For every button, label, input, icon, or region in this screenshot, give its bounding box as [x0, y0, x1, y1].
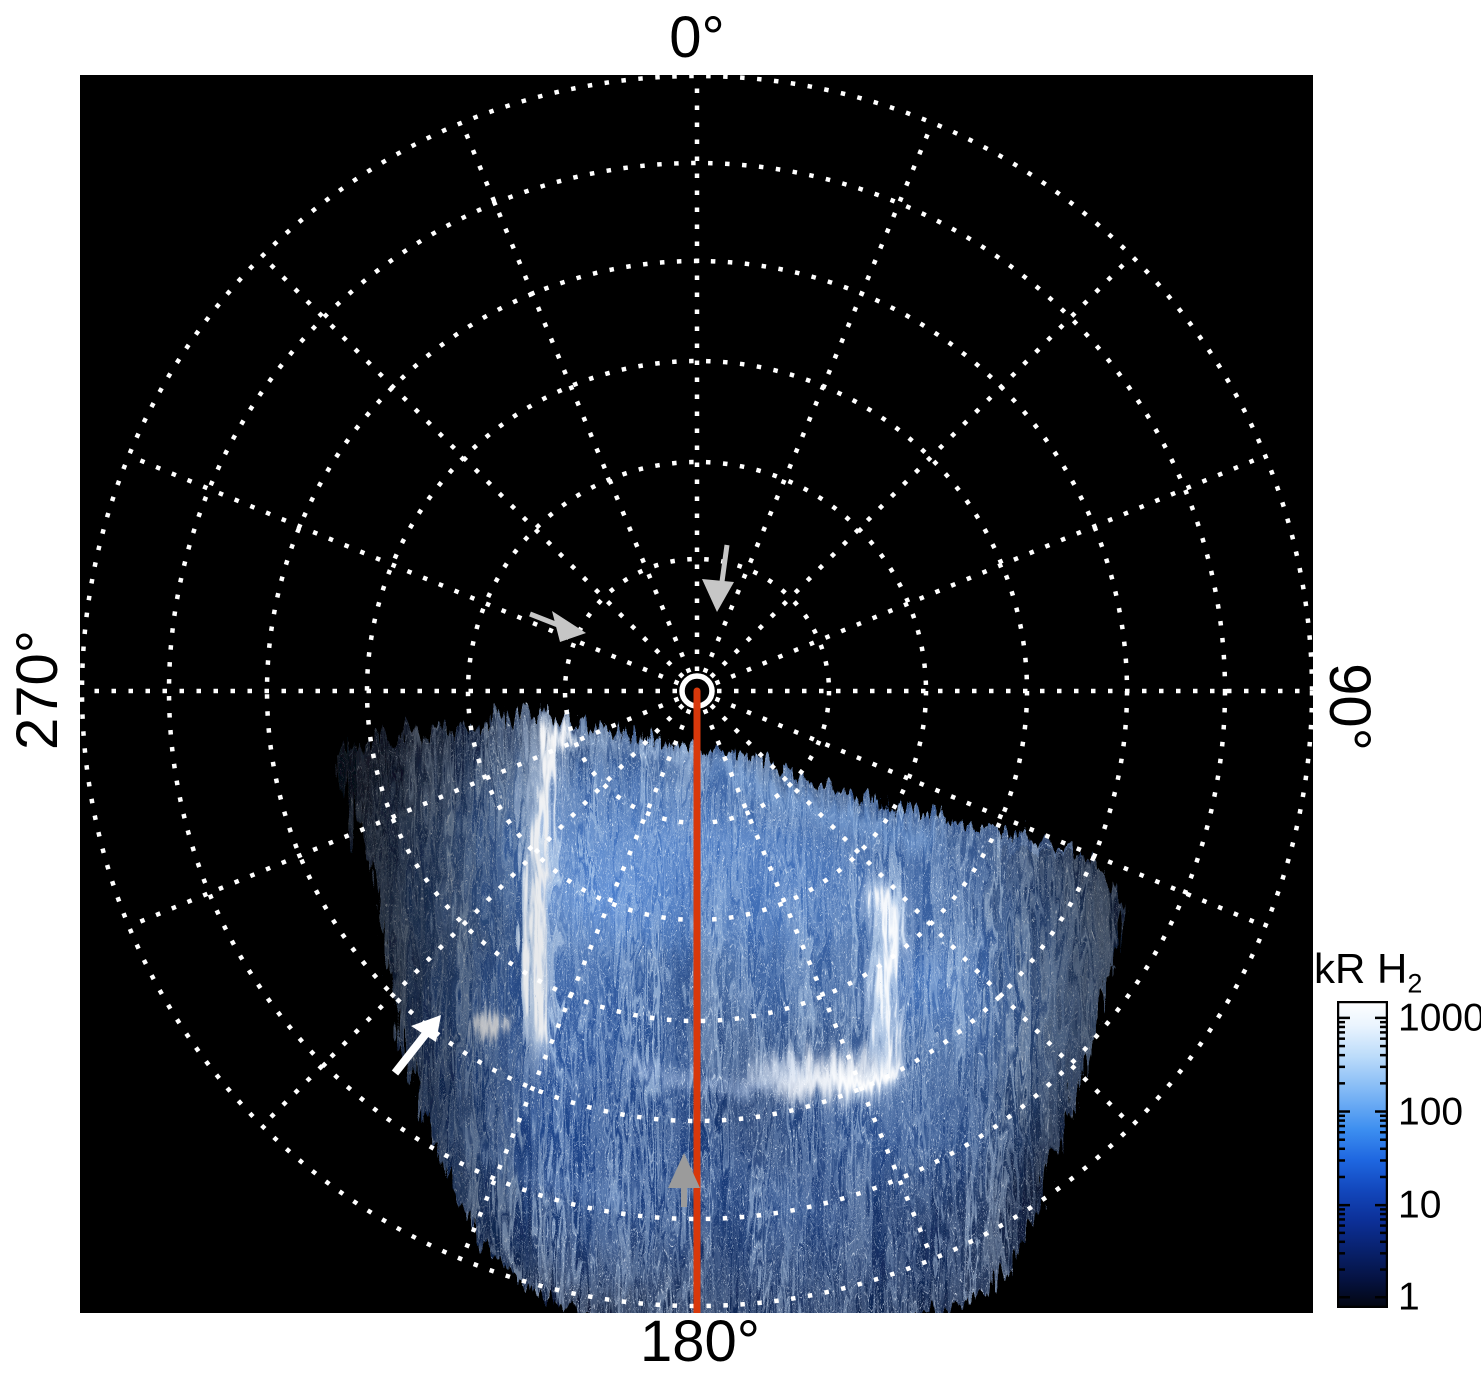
colorbar-tick-label-1: 1 [1398, 1275, 1420, 1319]
colorbar-tick-marks [1337, 1016, 1388, 1299]
annotation-arrows [391, 544, 734, 1207]
colorbar-tick-label-1000: 1000 [1398, 996, 1481, 1040]
angle-label-270: 270° [5, 630, 70, 750]
colorbar-title: kR H2 [1314, 945, 1423, 999]
colorbar-tick-label-100: 100 [1398, 1090, 1464, 1134]
polar-plot-area [80, 75, 1313, 1313]
aurora-emission-image [332, 703, 1115, 1313]
colorbar-gradient [1336, 1000, 1389, 1309]
arrow-gray-left [529, 611, 586, 642]
arrow-gray-top [702, 544, 734, 612]
arrow-white [391, 1015, 441, 1076]
angle-label-180: 180° [640, 1309, 760, 1374]
colorbar-title-subscript: 2 [1407, 968, 1423, 999]
colorbar [1336, 1000, 1389, 1309]
aurora-polar-image [80, 75, 1313, 1313]
arrow-gray-meridian [668, 1153, 700, 1207]
angle-label-90: 90° [1317, 663, 1382, 751]
colorbar-tick-label-10: 10 [1398, 1183, 1442, 1227]
angle-label-0: 0° [669, 5, 725, 70]
meridian-line [693, 687, 701, 1313]
polar-grid [80, 75, 1313, 1309]
